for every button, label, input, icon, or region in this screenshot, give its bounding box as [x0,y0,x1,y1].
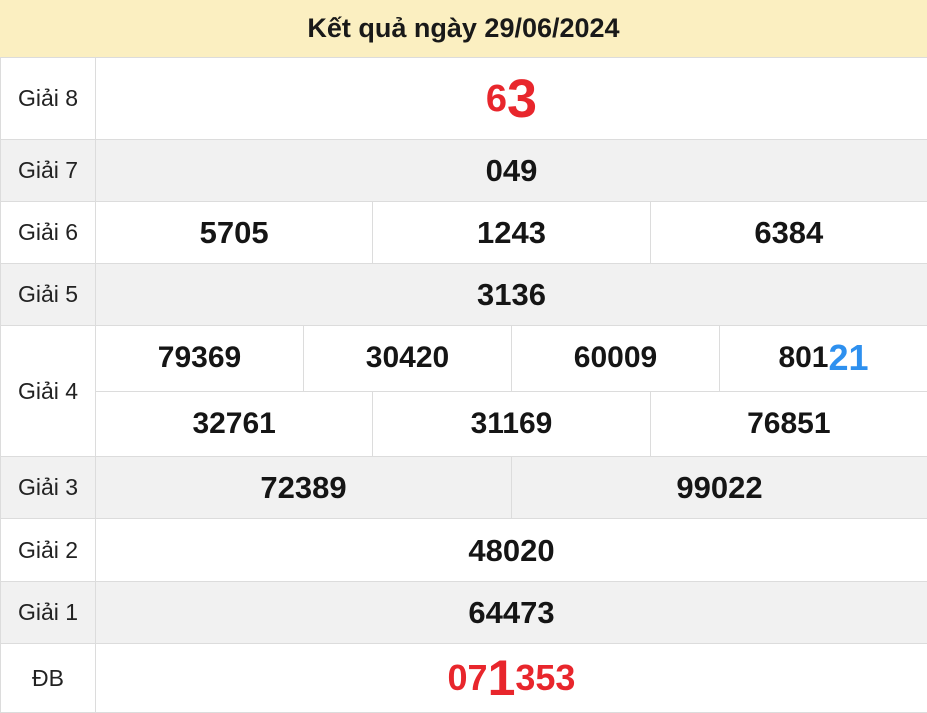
prize-cell: 5705 [96,202,374,263]
row-label-giai-2: Giải 2 [1,519,96,581]
giai-4-subrow-2: 32761 31169 76851 [96,391,927,457]
prize-number: 32761 [192,406,276,440]
prize-cell: 31169 [373,391,651,456]
row-giai-4: Giải 4 79369 30420 60009 801 21 [1,326,927,457]
prize-number-part: 07 [447,657,488,698]
row-giai-3: Giải 3 72389 99022 [1,457,927,519]
prize-cell: 64473 [96,582,927,643]
prize-cell: 99022 [512,457,927,518]
prize-number: 79369 [157,341,242,375]
prize-cell: 32761 [96,391,374,456]
row-label-giai-3: Giải 3 [1,457,96,518]
row-dac-biet: ĐB 07 1 353 [1,644,927,713]
prize-number: 48020 [468,532,555,568]
prize-number-part-highlight: 1 [487,650,516,706]
prize-number: 76851 [747,406,831,440]
row-label-giai-8: Giải 8 [1,58,96,139]
prize-number-part: 353 [515,657,576,698]
row-label-giai-6: Giải 6 [1,202,96,263]
prize-number: 64473 [468,595,555,630]
row-giai-5: Giải 5 3136 [1,264,927,326]
prize-cell: 049 [96,140,927,201]
prize-number: 72389 [260,470,347,505]
prize-number-part: 801 [778,341,829,375]
prize-number: 1243 [477,215,546,250]
prize-cell: 76851 [651,392,927,457]
page-title: Kết quả ngày 29/06/2024 [307,13,620,43]
prize-number: 6384 [754,215,824,250]
giai-4-subrow-1: 79369 30420 60009 801 21 [96,326,927,392]
row-label-dac-biet: ĐB [1,644,96,712]
prize-number: 049 [485,153,538,188]
prize-number: 60009 [573,341,658,375]
prize-number: 99022 [676,470,763,505]
prize-number-part-highlight: 3 [507,68,538,129]
prize-cell: 48020 [96,519,927,581]
row-label-giai-5: Giải 5 [1,264,96,325]
row-label-giai-7: Giải 7 [1,140,96,201]
prize-number: 31169 [470,406,553,440]
row-label-giai-1: Giải 1 [1,582,96,643]
row-giai-6: Giải 6 5705 1243 6384 [1,202,927,264]
prize-number-part-highlight: 21 [828,337,869,379]
prize-cell: 72389 [96,457,512,518]
prize-cell: 60009 [512,326,720,391]
row-label-giai-4: Giải 4 [1,326,96,456]
prize-cell: 79369 [96,326,304,391]
row-giai-7: Giải 7 049 [1,140,927,202]
row-giai-2: Giải 2 48020 [1,519,927,582]
prize-number-part: 6 [485,77,508,120]
prize-number: 30420 [365,341,450,375]
row-giai-1: Giải 1 64473 [1,582,927,644]
prize-cell: 30420 [304,326,512,391]
prize-number: 3136 [477,277,546,312]
prize-cell: 3136 [96,264,927,325]
prize-cell: 6384 [651,202,927,263]
prize-cell: 07 1 353 [96,644,927,712]
prize-cell: 801 21 [720,326,927,391]
prize-cell: 1243 [373,202,651,263]
prize-number: 5705 [199,215,269,250]
results-header: Kết quả ngày 29/06/2024 [0,0,927,57]
